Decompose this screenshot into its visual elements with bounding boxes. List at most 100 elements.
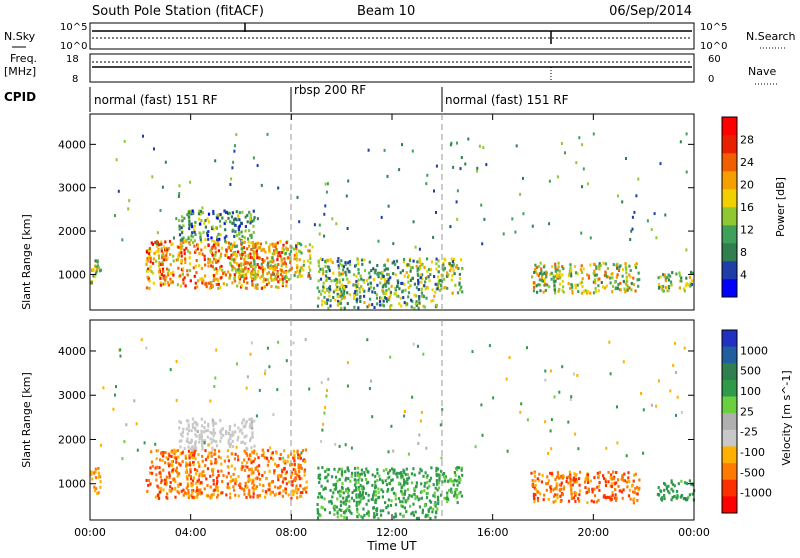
- velocity-cell: [335, 475, 338, 479]
- velocity-cell: [186, 432, 189, 436]
- velocity-cell: [354, 471, 357, 475]
- velocity-cell: [412, 467, 415, 471]
- velocity-cell: [459, 478, 462, 482]
- power-cell: [684, 284, 687, 288]
- power-cell: [450, 257, 453, 261]
- y-tick-label: 1000: [58, 268, 86, 281]
- power-cell: [269, 276, 272, 280]
- power-cell: [378, 300, 382, 303]
- power-sparse-cell: [347, 179, 350, 183]
- power-cell: [199, 209, 203, 213]
- power-cell: [194, 286, 197, 290]
- velocity-cell: [552, 500, 555, 504]
- velocity-cell: [243, 435, 246, 439]
- power-cell: [277, 286, 280, 289]
- power-cell: [281, 284, 284, 287]
- power-cell: [170, 281, 173, 285]
- power-cell: [373, 306, 376, 309]
- velocity-cell: [150, 460, 154, 464]
- power-cell: [338, 280, 341, 284]
- velocity-cell: [360, 472, 363, 476]
- power-cell: [181, 219, 184, 223]
- power-cell: [222, 282, 225, 286]
- velocity-cell: [293, 454, 296, 457]
- power-cell: [255, 252, 258, 256]
- power-cell: [663, 273, 666, 277]
- power-cell: [276, 274, 280, 278]
- velocity-cell: [225, 432, 228, 436]
- velocity-cell: [168, 488, 171, 492]
- velocity-sparse-cell: [544, 378, 547, 382]
- velocity-cell: [299, 466, 302, 470]
- velocity-cell: [243, 458, 246, 462]
- power-cell: [571, 289, 574, 293]
- power-cell: [289, 261, 292, 265]
- power-sparse-cell: [478, 144, 481, 148]
- velocity-cell: [567, 499, 571, 503]
- power-sparse-cell: [236, 244, 238, 248]
- velocity-cell: [249, 423, 252, 426]
- power-cell: [270, 265, 273, 269]
- power-sparse-cell: [401, 143, 403, 147]
- power-cell: [162, 254, 165, 258]
- power-sparse-cell: [117, 189, 120, 193]
- velocity-cell: [194, 441, 197, 445]
- velocity-cell: [210, 454, 213, 458]
- velocity-cell: [542, 498, 545, 502]
- velocity-cell: [200, 431, 203, 435]
- velocity-cell: [212, 430, 215, 433]
- velocity-cell: [320, 484, 323, 488]
- velocity-cell: [670, 481, 673, 485]
- power-cell: [149, 249, 152, 253]
- velocity-cell: [265, 477, 268, 481]
- velocity-cell: [414, 497, 417, 501]
- velocity-cell: [204, 439, 207, 443]
- velocity-cell: [399, 512, 402, 516]
- velocity-cell: [288, 480, 291, 484]
- power-colorbar-swatch: [722, 207, 737, 226]
- power-sparse-cell: [646, 219, 649, 223]
- power-sparse-cell: [142, 134, 144, 138]
- velocity-cell: [358, 476, 361, 480]
- power-cell: [295, 254, 298, 258]
- velocity-cell: [388, 475, 391, 479]
- power-sparse-cell: [637, 177, 640, 181]
- power-cell: [147, 277, 150, 281]
- power-cell: [254, 286, 257, 290]
- velocity-cell: [229, 442, 232, 446]
- velocity-cell: [229, 436, 232, 440]
- velocity-cell: [435, 469, 438, 473]
- power-cell: [207, 220, 210, 224]
- power-cell: [339, 292, 342, 296]
- velocity-cell: [432, 494, 435, 498]
- power-cell: [402, 296, 405, 300]
- power-cell: [409, 269, 412, 273]
- velocity-colorbar-tick-label: -1000: [740, 487, 772, 500]
- power-cell: [225, 253, 228, 257]
- velocity-cell: [373, 514, 376, 518]
- velocity-sparse-cell: [371, 415, 374, 419]
- power-cell: [202, 279, 205, 282]
- power-cell: [342, 268, 345, 272]
- power-cell: [234, 257, 237, 261]
- velocity-cell: [360, 468, 363, 472]
- velocity-cell: [577, 497, 580, 501]
- power-cell: [281, 277, 284, 281]
- velocity-cell: [619, 488, 623, 492]
- power-cell: [216, 216, 219, 220]
- cpid-panel: CPID normal (fast) 151 RF rbsp 200 RF no…: [4, 83, 569, 112]
- power-scatter: [90, 132, 695, 310]
- velocity-cell: [300, 466, 303, 470]
- power-cell: [285, 246, 288, 250]
- velocity-cell: [212, 479, 215, 482]
- power-cell: [208, 287, 211, 290]
- velocity-sparse-cell: [272, 413, 275, 416]
- power-cell: [426, 276, 429, 279]
- velocity-cell: [187, 429, 191, 433]
- velocity-cell: [177, 491, 180, 495]
- power-cell: [363, 269, 367, 273]
- velocity-cell: [684, 481, 687, 485]
- velocity-cell: [610, 477, 613, 481]
- velocity-cell: [252, 471, 255, 475]
- velocity-cell: [425, 514, 428, 518]
